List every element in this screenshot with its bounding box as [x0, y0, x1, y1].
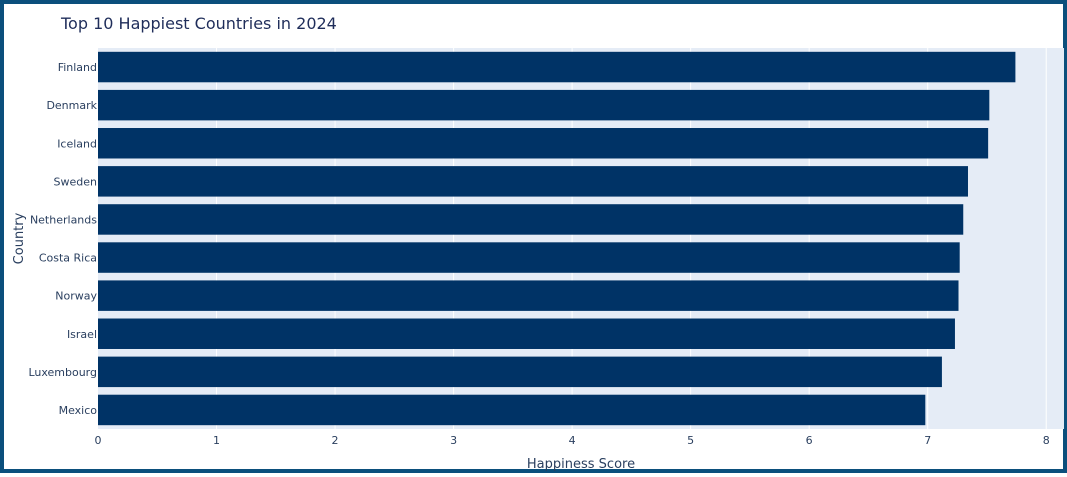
bar-mexico [98, 394, 926, 426]
y-tick-labels: Finland Denmark Iceland Sweden Netherlands Co… [28, 61, 97, 417]
y-tick-label: Norway [55, 290, 97, 303]
bar-norway [98, 280, 959, 311]
bar-costa-rica [98, 242, 960, 273]
x-tick-label: 5 [687, 434, 694, 447]
bar-sweden [98, 166, 968, 197]
bar-finland [98, 51, 1016, 83]
bar-israel [98, 318, 955, 349]
x-tick-label: 3 [450, 434, 457, 447]
y-tick-label: Costa Rica [39, 252, 97, 265]
bar-netherlands [98, 204, 964, 235]
chart-svg: Top 10 Happiest Countries in 2024 0 1 2 3 4 5… [12, 14, 1064, 472]
x-axis-title: Happiness Score [527, 457, 635, 472]
y-tick-label: Luxembourg [28, 366, 97, 379]
x-tick-label: 4 [569, 434, 576, 447]
y-tick-label: Sweden [54, 175, 97, 188]
x-tick-label: 6 [806, 434, 813, 447]
x-tick-labels: 0 1 2 3 4 5 6 7 8 [95, 434, 1050, 447]
y-tick-label: Finland [58, 61, 97, 74]
chart-title: Top 10 Happiest Countries in 2024 [60, 14, 337, 33]
y-tick-label: Netherlands [30, 213, 97, 226]
x-tick-label: 7 [924, 434, 931, 447]
x-tick-label: 8 [1043, 434, 1050, 447]
x-tick-label: 1 [213, 434, 220, 447]
bar-iceland [98, 128, 989, 159]
bars [98, 51, 1016, 426]
y-tick-label: Denmark [46, 99, 97, 112]
x-tick-label: 2 [332, 434, 339, 447]
x-tick-label: 0 [95, 434, 102, 447]
y-tick-label: Mexico [59, 404, 98, 417]
y-tick-label: Israel [67, 328, 97, 341]
y-axis-title: Country [12, 212, 27, 264]
y-tick-label: Iceland [57, 137, 97, 150]
bar-denmark [98, 89, 990, 121]
bar-luxembourg [98, 356, 942, 388]
